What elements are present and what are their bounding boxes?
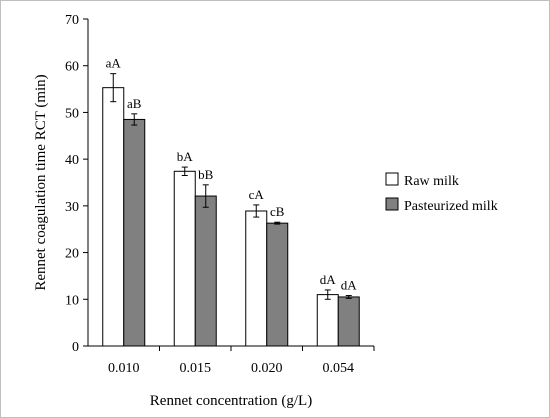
legend: Raw milk Pasteurized milk	[385, 172, 498, 214]
significance-label: aA	[106, 56, 122, 71]
bar-raw-milk	[102, 87, 125, 347]
x-tick-label: 0.020	[251, 361, 283, 376]
significance-label: bB	[198, 167, 214, 182]
x-tick-label: 0.015	[180, 361, 212, 376]
bar-raw-milk	[173, 170, 196, 347]
y-tick-label: 50	[65, 106, 79, 121]
x-axis-title: Rennet concentration (g/L)	[150, 393, 312, 409]
bars: aA aB bA bB cA cB dA dA	[102, 56, 360, 347]
x-tick-label: 0.054	[323, 361, 355, 376]
y-tick-label: 10	[65, 293, 79, 308]
y-tick-label: 20	[65, 247, 79, 262]
x-axis-ticks: 0.010 0.015 0.020 0.054	[108, 346, 375, 376]
y-tick-label: 70	[65, 13, 79, 28]
y-tick-label: 40	[65, 153, 79, 168]
bar-pasteurized-milk	[266, 222, 289, 347]
bar-raw-milk	[316, 294, 339, 347]
significance-label: cA	[249, 187, 265, 202]
bar-raw-milk	[245, 210, 268, 347]
bar-pasteurized-milk	[337, 296, 360, 347]
significance-label: bA	[177, 149, 194, 164]
y-axis-ticks: 0 10 20 30 40 50 60 70	[65, 13, 88, 355]
legend-label: Raw milk	[404, 174, 459, 189]
bar-pasteurized-milk	[194, 195, 217, 347]
y-tick-label: 0	[72, 340, 79, 355]
significance-label: aB	[127, 96, 142, 111]
significance-label: cB	[270, 204, 285, 219]
bar-pasteurized-milk	[123, 118, 146, 347]
y-tick-label: 30	[65, 200, 79, 215]
legend-label: Pasteurized milk	[404, 199, 498, 214]
x-tick-label: 0.010	[108, 361, 140, 376]
legend-swatch	[385, 197, 399, 211]
significance-label: dA	[341, 278, 358, 293]
significance-label: dA	[320, 272, 337, 287]
y-axis-title: Rennet coagulation time RCT (min)	[33, 74, 49, 290]
y-tick-label: 60	[65, 60, 79, 75]
legend-swatch	[385, 172, 399, 186]
